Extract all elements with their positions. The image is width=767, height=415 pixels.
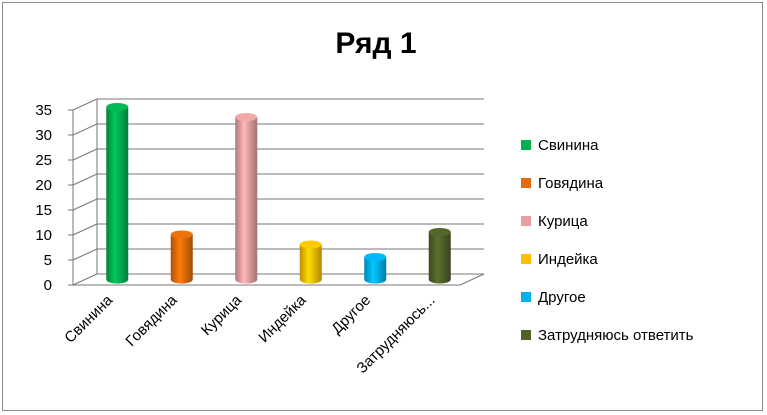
bar-body [235,117,258,284]
side-gridline [72,123,98,136]
legend-item: Свинина [521,137,599,154]
legend-label: Свинина [538,137,599,154]
legend-label: Другое [538,289,586,306]
y-tick-label: 5 [44,252,52,269]
bar [106,103,129,284]
x-tick-label: Говядина [122,291,181,350]
legend-swatch [521,140,531,150]
bar [235,113,258,284]
bar [364,253,387,284]
legend-swatch [521,330,531,340]
legend-item: Затрудняюсь ответить [521,327,694,344]
x-tick-label: Курица [198,291,246,339]
side-gridline [72,248,98,261]
chart-frame [2,2,763,411]
legend-swatch [521,254,531,264]
y-tick-label: 35 [35,102,52,119]
legend-item: Говядина [521,175,604,192]
bar-body [428,232,451,284]
y-tick-label: 10 [35,227,52,244]
chart-grid [72,98,485,286]
bar-top [364,253,387,261]
chart-bars [106,103,451,284]
side-gridline [72,173,98,186]
y-tick-label: 0 [44,277,52,294]
chart-legend: Свинина Говядина Курица Индейка Другое Затруд… [521,137,694,344]
side-gridline [72,148,98,161]
legend-label: Индейка [538,251,598,268]
side-gridline [72,198,98,211]
legend-item: Индейка [521,251,598,268]
legend-swatch [521,178,531,188]
bar-top [428,228,451,236]
y-tick-label: 20 [35,177,52,194]
y-tick-label: 30 [35,127,52,144]
y-tick-label: 25 [35,152,52,169]
bar-top [106,103,129,111]
x-tick-label: Свинина [61,291,116,346]
bar-body [364,257,387,284]
legend-item: Другое [521,289,586,306]
bar-body [106,107,129,284]
bar-top [235,113,258,121]
floor-right-edge [459,273,485,286]
legend-item: Курица [521,213,588,230]
x-axis-categories: Свинина Говядина Курица Индейка ДругоеЗатруд… [61,291,438,377]
y-axis-ticks: 0 5 10 15 20 25 30 35 [35,102,73,294]
bar-body [299,244,322,284]
bar [428,228,451,284]
y-tick-label: 15 [35,202,52,219]
bar [170,230,193,284]
legend-label: Курица [538,213,588,230]
legend-swatch [521,292,531,302]
x-tick-label: Другое [328,292,374,338]
bar [299,240,322,284]
legend-label: Говядина [538,175,604,192]
side-gridline [72,273,98,286]
chart-title: Ряд 1 [335,27,416,60]
side-gridline [72,98,98,111]
x-tick-label: Индейка [255,291,310,346]
side-gridline [72,223,98,236]
bar-top [170,230,193,239]
bar-body [170,234,193,284]
legend-swatch [521,216,531,226]
bar-top [299,240,322,249]
legend-label: Затрудняюсь ответить [538,327,694,344]
